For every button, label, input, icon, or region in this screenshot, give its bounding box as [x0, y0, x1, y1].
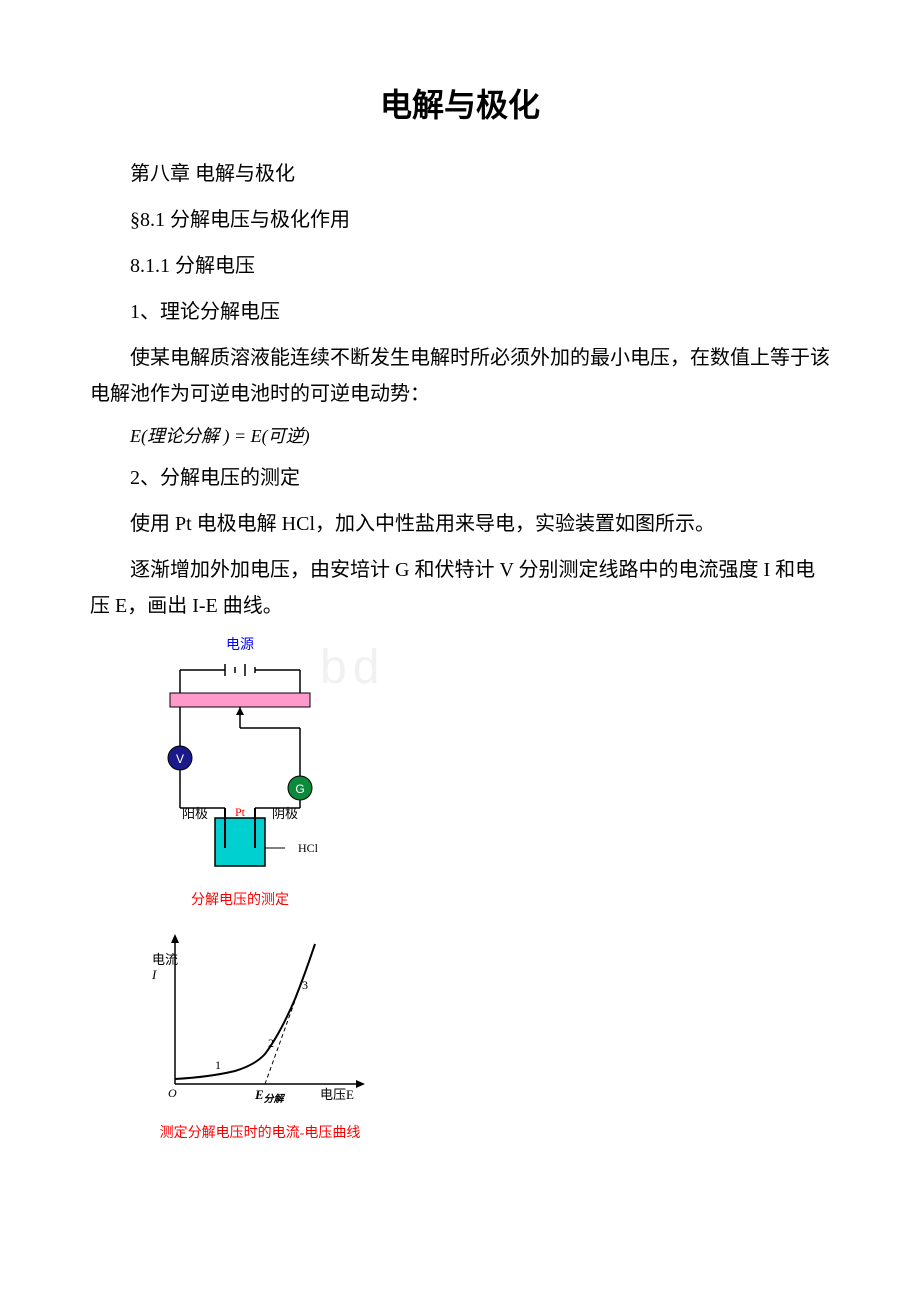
section-heading: §8.1 分解电压与极化作用: [90, 202, 830, 238]
circuit-diagram: 电源 V G: [140, 634, 830, 909]
anode-label: 阳极: [182, 806, 208, 821]
formula-text: E(理论分解 ) = E(可逆): [130, 426, 310, 446]
y-axis-label-1: 电流: [152, 952, 178, 967]
point-2-text-1: 使用 Pt 电极电解 HCl，加入中性盐用来导电，实验装置如图所示。: [90, 506, 830, 542]
x-axis-label: 电压E: [320, 1087, 354, 1102]
y-axis-label-2: I: [151, 967, 157, 982]
curve-caption: 测定分解电压时的电流-电压曲线: [140, 1122, 380, 1142]
curve-point-3: 3: [302, 978, 308, 992]
point-1-text: 使某电解质溶液能连续不断发生电解时所必须外加的最小电压，在数值上等于该电解池作为…: [90, 340, 830, 412]
cathode-label: 阴极: [272, 806, 298, 821]
curve-point-2: 2: [268, 1036, 274, 1050]
curve-svg: 1 2 3 电流 I O E分解 电压E: [140, 929, 380, 1109]
subsection-heading: 8.1.1 分解电压: [90, 248, 830, 284]
circuit-caption: 分解电压的测定: [140, 889, 340, 909]
svg-text:G: G: [295, 782, 304, 796]
curve-point-1: 1: [215, 1058, 221, 1072]
svg-text:V: V: [176, 752, 184, 766]
power-label: 电源: [140, 634, 340, 654]
point-2-text-2: 逐渐增加外加电压，由安培计 G 和伏特计 V 分别测定线路中的电流强度 I 和电…: [90, 552, 830, 624]
point-2-heading: 2、分解电压的测定: [90, 460, 830, 496]
x-marker-label: E分解: [254, 1087, 286, 1105]
hcl-label: HCl: [298, 841, 319, 855]
page-title: 电解与极化: [90, 80, 830, 126]
pt-label: Pt: [235, 805, 246, 819]
curve-diagram: 1 2 3 电流 I O E分解 电压E 测定分解电压时的电流-电压曲线: [140, 929, 830, 1142]
formula: E(理论分解 ) = E(可逆): [130, 422, 830, 448]
chapter-heading: 第八章 电解与极化: [90, 156, 830, 192]
origin-label: O: [168, 1086, 177, 1100]
point-1-heading: 1、理论分解电压: [90, 294, 830, 330]
circuit-svg: V G 阳极 阴极 Pt HCl: [140, 658, 340, 878]
